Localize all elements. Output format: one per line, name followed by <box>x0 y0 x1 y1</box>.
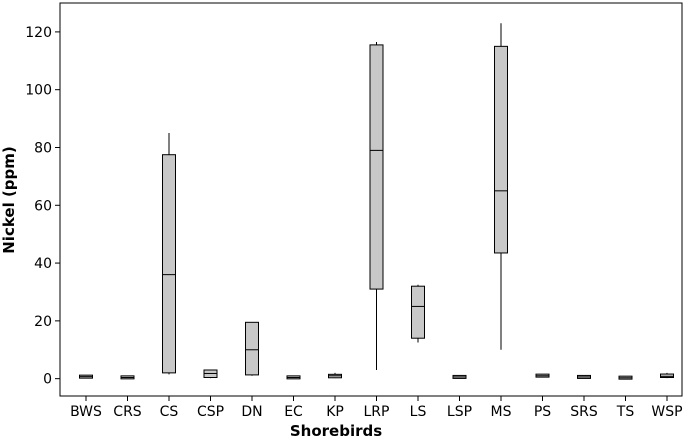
box-dn <box>245 321 259 376</box>
box-crs <box>120 375 135 380</box>
box-body <box>369 44 384 290</box>
y-tick-label: 20 <box>34 314 52 330</box>
y-tick-label: 120 <box>25 25 52 41</box>
box-ps <box>535 373 550 378</box>
y-axis: 0 20 40 60 80 100 120 <box>25 25 60 388</box>
box-ls <box>411 284 425 343</box>
box-body <box>494 45 508 254</box>
x-tick-label: DN <box>241 404 262 420</box>
x-axis-title: Shorebirds <box>290 422 382 440</box>
box-lrp <box>369 42 384 370</box>
x-tick-label: PS <box>534 404 551 420</box>
y-tick-label: 100 <box>25 83 52 99</box>
box-kp <box>328 372 342 379</box>
x-tick-label: CRS <box>113 404 142 420</box>
x-tick-label: BWS <box>70 404 102 420</box>
x-tick-label: CS <box>160 404 179 420</box>
x-tick-label: EC <box>284 404 303 420</box>
x-tick-label: KP <box>326 404 344 420</box>
y-axis-title: Nickel (ppm) <box>0 146 18 254</box>
x-tick-label: LS <box>410 404 427 420</box>
x-tick-label: MS <box>491 404 512 420</box>
y-tick-label: 40 <box>34 256 52 272</box>
box-ms <box>494 23 508 350</box>
x-tick-label: CSP <box>197 404 224 420</box>
box-body <box>162 154 176 374</box>
boxes-group <box>79 23 674 380</box>
x-tick-label: SRS <box>570 404 598 420</box>
y-tick-label: 80 <box>34 140 52 156</box>
x-tick-label: LSP <box>447 404 472 420</box>
y-tick-label: 0 <box>43 372 52 388</box>
box-wsp <box>660 372 674 379</box>
x-tick-label: WSP <box>651 404 682 420</box>
plot-frame <box>59 2 683 397</box>
box-body <box>660 373 674 379</box>
box-lsp <box>452 374 467 379</box>
box-ec <box>286 375 301 380</box>
box-srs <box>577 374 591 379</box>
y-tick-label: 60 <box>34 198 52 214</box>
x-tick-label: TS <box>616 404 635 420</box>
box-body <box>245 321 259 376</box>
box-bws <box>79 374 93 379</box>
box-body <box>411 285 425 339</box>
box-ts <box>618 375 633 380</box>
box-csp <box>203 369 218 379</box>
box-cs <box>162 133 176 375</box>
x-tick-label: LRP <box>364 404 390 420</box>
x-axis: BWS CRS CS CSP DN EC KP LRP LS LSP MS PS SRS TS WSP <box>70 396 683 420</box>
